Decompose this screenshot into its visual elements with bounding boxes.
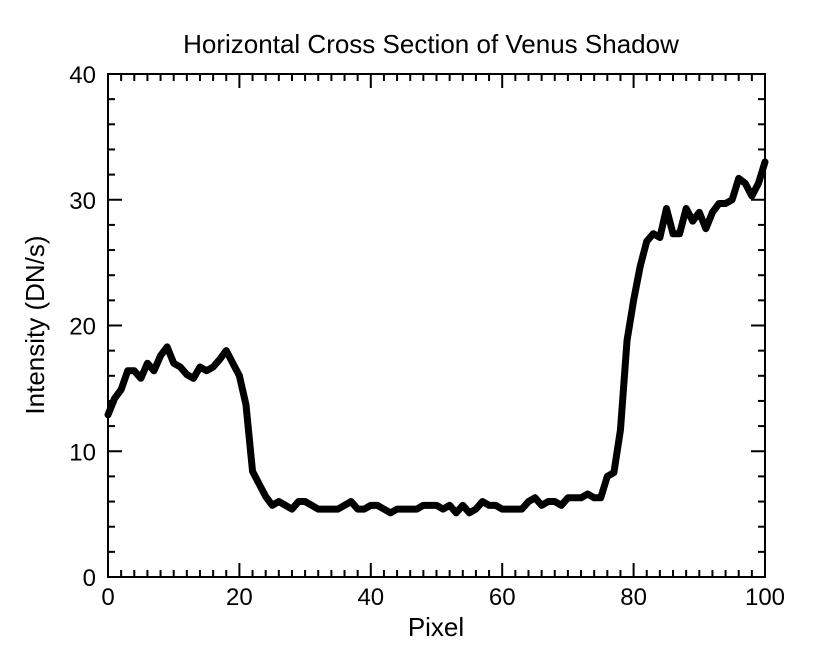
series-line-intensity (104, 158, 769, 517)
x-tick-label: 60 (489, 584, 516, 611)
x-tick-label: 80 (620, 584, 647, 611)
y-tick-label: 30 (69, 188, 96, 215)
axis-tick-labels: 0 20 40 60 80 100 0 10 20 30 40 (69, 62, 785, 611)
axis-ticks (107, 73, 766, 578)
y-tick-label: 10 (69, 439, 96, 466)
x-tick-label: 100 (745, 584, 785, 611)
x-tick-label: 40 (357, 584, 384, 611)
chart-title: Horizontal Cross Section of Venus Shadow (183, 29, 679, 59)
y-axis-label: Intensity (DN/s) (20, 235, 50, 414)
y-tick-label: 0 (83, 565, 96, 592)
y-tick-label: 40 (69, 62, 96, 89)
x-tick-label: 0 (101, 584, 114, 611)
x-axis-label: Pixel (408, 612, 464, 642)
x-tick-label: 20 (226, 584, 253, 611)
y-tick-label: 20 (69, 314, 96, 341)
plot-area-frame (107, 73, 766, 578)
